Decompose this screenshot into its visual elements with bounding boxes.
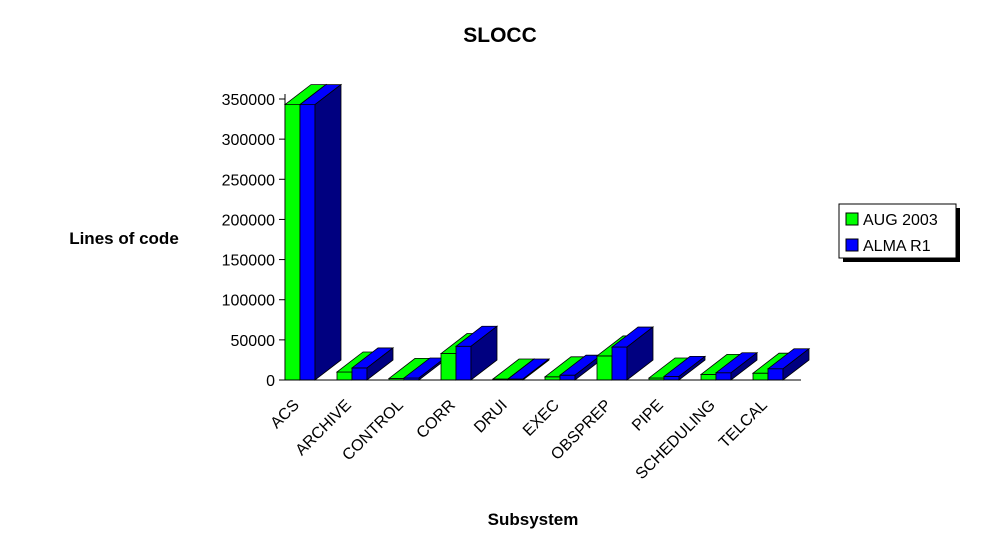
bar-side	[626, 326, 654, 381]
x-tick-label-telcal: TELCAL	[716, 397, 771, 452]
bar-front	[336, 371, 353, 381]
x-tick-label-corr: CORR	[413, 397, 458, 442]
y-tick-label: 350000	[222, 92, 275, 109]
bar-side	[730, 351, 758, 381]
bar-front	[596, 355, 613, 381]
legend-swatch-aug-2003	[845, 212, 859, 226]
bar-front	[440, 353, 457, 381]
bar-alma-r1-obsprep	[610, 326, 655, 381]
y-tick-label: 50000	[231, 333, 276, 350]
x-tick-label-exec: EXEC	[520, 397, 563, 440]
bar-alma-r1-exec	[558, 354, 603, 381]
y-tick-label: 250000	[222, 172, 275, 189]
bar-side	[314, 83, 342, 381]
chart-title: SLOCC	[463, 24, 537, 47]
bar-front	[767, 368, 784, 381]
x-tick-label-acs: ACS	[268, 397, 303, 432]
bar-front	[700, 373, 717, 381]
x-tick-label-pipe: PIPE	[629, 397, 667, 435]
bar-front	[299, 104, 316, 381]
legend-label-alma-r1: ALMA R1	[863, 238, 931, 255]
bar-front	[284, 104, 301, 381]
y-tick-label: 300000	[222, 132, 275, 149]
legend: AUG 2003 ALMA R1	[838, 203, 960, 262]
x-axis-label: Subsystem	[488, 510, 579, 529]
y-axis: 0 50000 100000 150000 200000 250000 300000 3500…	[222, 92, 286, 390]
y-tick-label: 150000	[222, 253, 275, 270]
bars-group	[283, 83, 811, 381]
legend-label-aug-2003: AUG 2003	[863, 212, 938, 229]
bar-side	[470, 325, 498, 381]
y-tick-label: 100000	[222, 293, 275, 310]
bar-side	[366, 347, 394, 381]
bar-alma-r1-drui	[506, 358, 551, 381]
legend-swatch-alma-r1	[845, 238, 859, 252]
bar-alma-r1-telcal	[766, 347, 811, 381]
bar-alma-r1-corr	[454, 325, 499, 381]
bar-front	[663, 375, 680, 381]
bar-side	[782, 347, 810, 381]
bar-front	[715, 372, 732, 381]
bar-alma-r1-pipe	[662, 355, 707, 381]
bar-front	[559, 374, 576, 381]
y-axis-label: Lines of code	[69, 229, 179, 248]
y-tick-label: 200000	[222, 212, 275, 229]
bar-front	[455, 345, 472, 381]
bar-front	[611, 346, 628, 381]
bar-side	[678, 355, 706, 381]
bar-front	[752, 372, 769, 381]
bar-front	[351, 367, 368, 381]
y-tick-label: 0	[266, 373, 275, 390]
bar-alma-r1-archive	[350, 347, 395, 381]
x-tick-label-drui: DRUI	[471, 397, 511, 437]
bar-alma-r1-acs	[298, 83, 343, 381]
bar-alma-r1-scheduling	[714, 351, 759, 381]
